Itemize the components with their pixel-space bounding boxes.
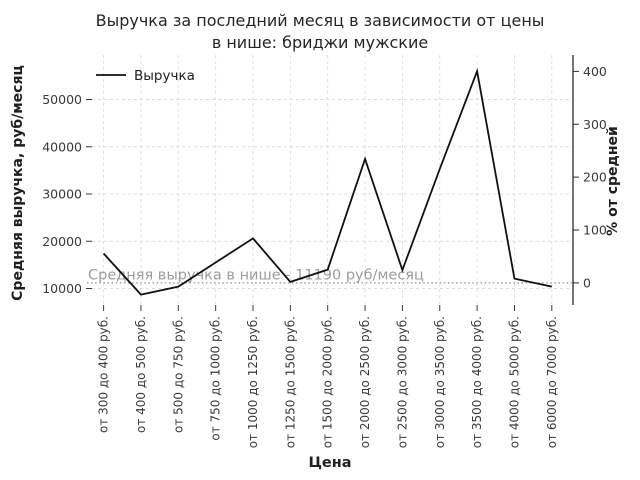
x-tick-label: от 3000 до 3500 руб. — [433, 316, 447, 448]
y-tick-label-left: 10000 — [42, 281, 82, 296]
x-tick-label: от 6000 до 7000 руб. — [545, 316, 559, 448]
x-tick-label: от 4000 до 5000 руб. — [507, 316, 521, 448]
x-tick-label: от 300 до 400 руб. — [97, 316, 111, 433]
x-tick-label: от 750 до 1000 руб. — [209, 316, 223, 441]
revenue-line — [102, 67, 552, 296]
x-tick-label: от 2000 до 2500 руб. — [358, 316, 372, 448]
y-tick-label-right: 100 — [583, 223, 607, 238]
y-axis-label-right: % от средней — [605, 126, 621, 236]
y-axis-label-left: Средняя выручка, руб/месяц — [10, 65, 26, 301]
chart-title-line1: Выручка за последний месяц в зависимости… — [95, 11, 545, 30]
y-tick-label-right: 300 — [583, 117, 607, 132]
x-tick-label: от 1000 до 1250 руб. — [246, 316, 260, 448]
chart-title: Выручка за последний месяц в зависимости… — [0, 10, 640, 54]
y-tick-label-right: 0 — [583, 275, 591, 290]
y-tick-label-right: 200 — [583, 170, 607, 185]
average-revenue-annotation: Средняя выручка в нише - 11190 руб/месяц — [88, 267, 424, 283]
x-tick-label: от 500 до 750 руб. — [171, 316, 185, 433]
x-tick-label: от 2500 до 3000 руб. — [395, 316, 409, 448]
y-tick-label-left: 20000 — [42, 234, 82, 249]
x-tick-label: от 400 до 500 руб. — [134, 316, 148, 433]
y-tick-label-left: 30000 — [42, 187, 82, 202]
chart-title-line2: в нише: бриджи мужские — [211, 33, 429, 52]
x-axis-label: Цена — [308, 455, 351, 471]
legend-label: Выручка — [134, 68, 195, 84]
x-tick-label: от 1250 до 1500 руб. — [283, 316, 297, 448]
y-tick-label-left: 50000 — [42, 92, 82, 107]
y-tick-label-right: 400 — [583, 64, 607, 79]
y-tick-label-left: 40000 — [42, 139, 82, 154]
x-tick-label: от 1500 до 2000 руб. — [321, 316, 335, 448]
x-tick-label: от 3500 до 4000 руб. — [470, 316, 484, 448]
